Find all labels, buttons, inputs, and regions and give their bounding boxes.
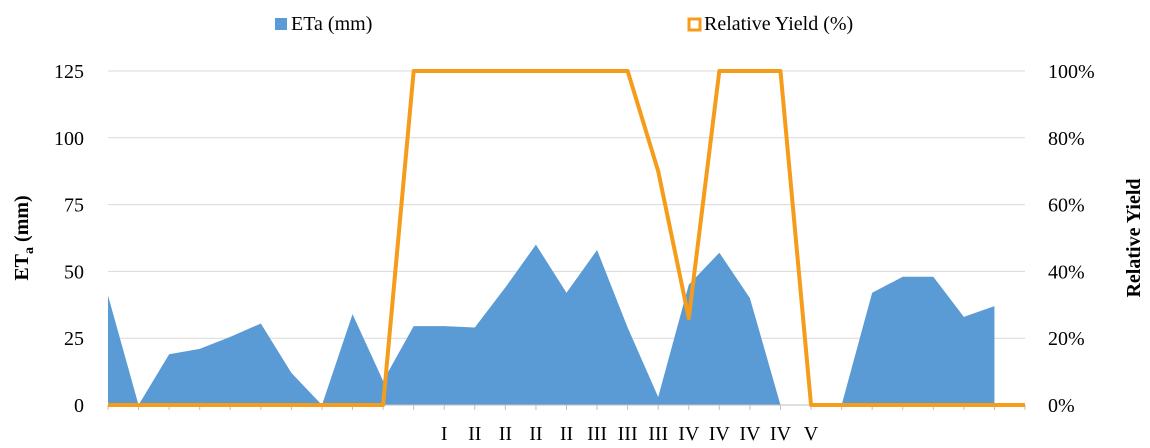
x-axis-ticks: I II II II II III III III IV IV IV IV V xyxy=(441,423,819,445)
left-axis-title-subscript: a xyxy=(22,247,37,254)
x-tick-label-12: II xyxy=(468,423,481,445)
x-tick-label-15: II xyxy=(560,423,573,445)
eta-area xyxy=(108,244,995,405)
left-tick-label-1: 25 xyxy=(64,328,84,350)
right-tick-label-2: 40% xyxy=(1048,261,1085,283)
legend-label-eta: ETa (mm) xyxy=(291,13,372,35)
x-tick-label-11: I xyxy=(441,423,448,445)
x-tick-label-21: IV xyxy=(739,423,761,445)
right-tick-label-0: 0% xyxy=(1048,395,1075,417)
legend-label-relative-yield: Relative Yield (%) xyxy=(704,13,853,35)
legend-swatch-eta xyxy=(275,18,287,30)
right-tick-label-1: 20% xyxy=(1048,328,1085,350)
left-tick-label-5: 125 xyxy=(54,61,84,83)
x-tick-label-14: II xyxy=(529,423,542,445)
legend-swatch-relative-yield xyxy=(687,17,702,32)
left-tick-label-3: 75 xyxy=(64,195,84,217)
x-tick-label-22: IV xyxy=(770,423,792,445)
x-tick-label-13: II xyxy=(499,423,512,445)
right-axis-ticks: 0% 20% 40% 60% 80% 100% xyxy=(1048,61,1095,417)
left-tick-label-2: 50 xyxy=(64,261,84,283)
right-tick-label-3: 60% xyxy=(1048,195,1085,217)
left-tick-label-0: 0 xyxy=(74,395,84,417)
x-tick-label-23: V xyxy=(804,423,819,445)
x-tick-label-20: IV xyxy=(709,423,731,445)
left-axis-ticks: 0 25 50 75 100 125 xyxy=(54,61,84,417)
right-tick-label-5: 100% xyxy=(1048,61,1095,83)
right-tick-label-4: 80% xyxy=(1048,128,1085,150)
legend: ETa (mm) Relative Yield (%) xyxy=(275,13,853,35)
x-tick-label-17: III xyxy=(618,423,638,445)
left-axis-title-main: ET xyxy=(11,253,33,280)
left-tick-label-4: 100 xyxy=(54,128,84,150)
relative-yield-line-series xyxy=(107,69,1026,407)
right-axis-title: Relative Yield xyxy=(1123,178,1145,297)
left-axis-title-tail: (mm) xyxy=(11,195,33,247)
x-tick-label-18: III xyxy=(648,423,668,445)
x-tick-label-19: IV xyxy=(678,423,700,445)
x-tick-label-16: III xyxy=(587,423,607,445)
eta-area-series xyxy=(107,244,995,406)
left-axis-title: ETa (mm) xyxy=(11,195,37,280)
